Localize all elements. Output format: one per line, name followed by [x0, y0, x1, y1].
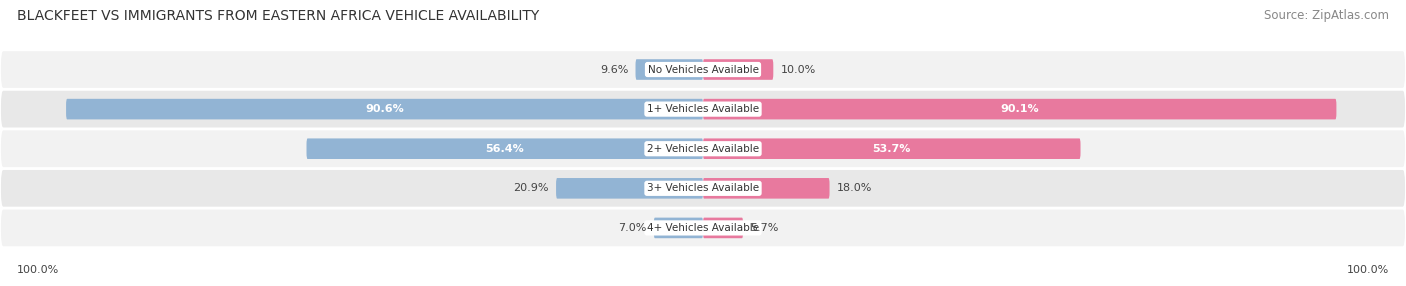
Text: 100.0%: 100.0%: [17, 265, 59, 275]
Text: 2+ Vehicles Available: 2+ Vehicles Available: [647, 144, 759, 154]
Text: 56.4%: 56.4%: [485, 144, 524, 154]
FancyBboxPatch shape: [703, 59, 773, 80]
Text: 18.0%: 18.0%: [837, 183, 872, 193]
FancyBboxPatch shape: [0, 90, 1406, 128]
Text: No Vehicles Available: No Vehicles Available: [648, 65, 758, 75]
FancyBboxPatch shape: [0, 129, 1406, 168]
Text: 7.0%: 7.0%: [619, 223, 647, 233]
Text: 53.7%: 53.7%: [873, 144, 911, 154]
FancyBboxPatch shape: [636, 59, 703, 80]
Text: 9.6%: 9.6%: [600, 65, 628, 75]
Text: 90.6%: 90.6%: [366, 104, 404, 114]
FancyBboxPatch shape: [0, 50, 1406, 89]
Text: 10.0%: 10.0%: [780, 65, 815, 75]
FancyBboxPatch shape: [307, 138, 703, 159]
Text: 5.7%: 5.7%: [751, 223, 779, 233]
Text: 1+ Vehicles Available: 1+ Vehicles Available: [647, 104, 759, 114]
Text: 90.1%: 90.1%: [1001, 104, 1039, 114]
Text: 3+ Vehicles Available: 3+ Vehicles Available: [647, 183, 759, 193]
FancyBboxPatch shape: [66, 99, 703, 120]
FancyBboxPatch shape: [654, 218, 703, 238]
FancyBboxPatch shape: [703, 178, 830, 198]
Text: 100.0%: 100.0%: [1347, 265, 1389, 275]
FancyBboxPatch shape: [557, 178, 703, 198]
Text: 4+ Vehicles Available: 4+ Vehicles Available: [647, 223, 759, 233]
FancyBboxPatch shape: [703, 218, 744, 238]
FancyBboxPatch shape: [703, 99, 1336, 120]
Text: BLACKFEET VS IMMIGRANTS FROM EASTERN AFRICA VEHICLE AVAILABILITY: BLACKFEET VS IMMIGRANTS FROM EASTERN AFR…: [17, 9, 538, 23]
Text: Source: ZipAtlas.com: Source: ZipAtlas.com: [1264, 9, 1389, 21]
FancyBboxPatch shape: [0, 208, 1406, 247]
FancyBboxPatch shape: [703, 138, 1080, 159]
Text: 20.9%: 20.9%: [513, 183, 548, 193]
FancyBboxPatch shape: [0, 169, 1406, 208]
